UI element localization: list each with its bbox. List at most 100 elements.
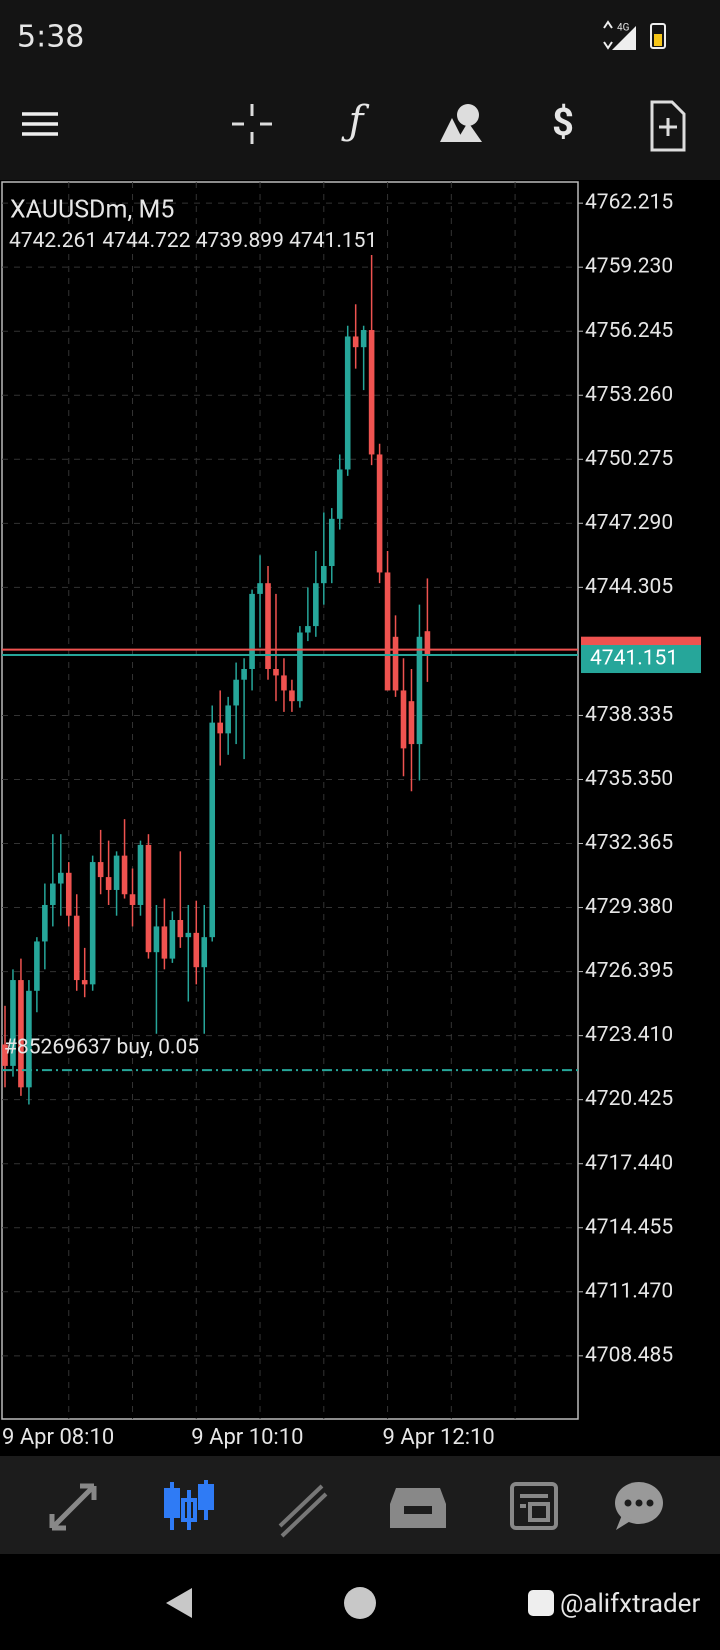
candle-body bbox=[121, 855, 128, 895]
top-bar bbox=[0, 0, 720, 180]
y-tick-label: 4762.215 bbox=[585, 191, 673, 215]
crosshair-button[interactable] bbox=[232, 104, 272, 144]
candle-body bbox=[265, 583, 271, 669]
candle-body bbox=[328, 518, 335, 567]
y-tick-label: 4735.350 bbox=[585, 767, 673, 791]
y-tick-label: 4714.455 bbox=[585, 1215, 673, 1239]
candle-body bbox=[97, 862, 104, 878]
candle-body bbox=[392, 636, 399, 691]
battery bbox=[650, 23, 666, 49]
y-tick-label: 4747.290 bbox=[585, 511, 673, 535]
candle-body bbox=[416, 636, 423, 745]
new-order-button[interactable] bbox=[650, 100, 686, 152]
candle-body bbox=[241, 668, 247, 680]
candle-body bbox=[344, 336, 351, 470]
candle-body bbox=[185, 932, 192, 938]
ohlc-line: 4742.261 4744.722 4739.899 4741.151 bbox=[9, 229, 377, 253]
bottom-nav bbox=[0, 1456, 720, 1554]
candle-body bbox=[89, 862, 96, 985]
nav-quotes[interactable] bbox=[49, 1483, 97, 1531]
back-button[interactable] bbox=[166, 1588, 192, 1618]
candle-body bbox=[352, 336, 359, 348]
trade-button[interactable]: $ bbox=[552, 101, 574, 145]
candle-body bbox=[10, 980, 16, 1066]
y-tick-label: 4711.470 bbox=[585, 1279, 673, 1303]
candle-body bbox=[57, 872, 64, 884]
candle-body bbox=[289, 690, 295, 702]
candle-body bbox=[201, 937, 208, 968]
order-label: #85269637 buy, 0.05 bbox=[4, 1036, 199, 1060]
y-tick-label: 4744.305 bbox=[585, 575, 673, 599]
candle-body bbox=[145, 844, 152, 953]
candle-body bbox=[26, 990, 32, 1088]
candle-body bbox=[408, 701, 415, 745]
candle-body bbox=[305, 626, 311, 633]
facebook-icon bbox=[528, 1590, 554, 1616]
chart-title: XAUUSDm, M5 bbox=[10, 196, 174, 225]
candle-body bbox=[321, 566, 327, 584]
nav-history[interactable] bbox=[390, 1488, 446, 1528]
y-tick-label: 4738.335 bbox=[585, 703, 673, 727]
candle-body bbox=[113, 855, 120, 890]
y-tick-label: 4759.230 bbox=[585, 255, 673, 279]
y-tick-label: 4720.425 bbox=[585, 1087, 673, 1111]
y-tick-label: 4732.365 bbox=[585, 831, 673, 855]
candle-body bbox=[2, 1044, 8, 1066]
status-time: 5:38 bbox=[17, 20, 84, 55]
candle-body bbox=[336, 469, 343, 519]
nav-trade[interactable] bbox=[278, 1484, 328, 1538]
y-tick-label: 4750.275 bbox=[585, 447, 673, 471]
candle-body bbox=[193, 932, 200, 968]
y-tick-label: 4723.410 bbox=[585, 1023, 673, 1047]
y-tick-label: 4726.395 bbox=[585, 959, 673, 983]
candle-body bbox=[360, 330, 367, 348]
plot: 4762.215 4759.230 4756.245 4753.260 4750.275… bbox=[2, 182, 673, 1419]
y-tick-label: 4717.440 bbox=[585, 1151, 673, 1175]
candle-body bbox=[281, 675, 287, 691]
ohlc-low: 4739.899 bbox=[196, 229, 284, 253]
candle-body bbox=[177, 919, 184, 938]
nav-chart[interactable] bbox=[164, 1480, 214, 1530]
candle-body bbox=[400, 690, 407, 749]
candle-body bbox=[376, 454, 383, 573]
nav-messages[interactable] bbox=[615, 1482, 663, 1530]
candle-body bbox=[161, 926, 168, 959]
signal-icon bbox=[612, 26, 636, 50]
home-button[interactable] bbox=[344, 1587, 376, 1619]
y-tick-label: 4753.260 bbox=[585, 383, 673, 407]
y-tick-label: 4756.245 bbox=[585, 319, 673, 343]
x-tick-label: 9 Apr 10:10 bbox=[191, 1425, 303, 1450]
ohlc-high: 4744.722 bbox=[102, 229, 190, 253]
candle-body bbox=[424, 631, 431, 656]
candle-body bbox=[42, 904, 48, 942]
objects-button[interactable] bbox=[440, 104, 482, 142]
chart-frame bbox=[1, 181, 579, 1420]
data-icon bbox=[603, 20, 613, 50]
bid-label: 4741.151 bbox=[590, 647, 678, 671]
menu-button[interactable] bbox=[22, 112, 58, 136]
x-tick-label: 9 Apr 08:10 bbox=[2, 1425, 114, 1450]
candle-body bbox=[297, 632, 303, 702]
candle-body bbox=[81, 980, 88, 985]
battery-level bbox=[654, 34, 662, 46]
candle-body bbox=[217, 722, 223, 734]
candle-body bbox=[153, 926, 160, 953]
candle-body bbox=[384, 572, 391, 691]
ohlc-open: 4742.261 bbox=[9, 229, 97, 253]
candle-body bbox=[209, 722, 216, 938]
y-tick-label: 4729.380 bbox=[585, 895, 673, 919]
watermark: @alifxtrader bbox=[560, 1589, 700, 1619]
y-tick-label: 4708.485 bbox=[585, 1343, 673, 1367]
candle-body bbox=[105, 877, 112, 890]
nav-news[interactable] bbox=[510, 1482, 558, 1530]
candle-body bbox=[50, 883, 56, 905]
ohlc-close: 4741.151 bbox=[289, 229, 377, 253]
candle-body bbox=[273, 668, 279, 676]
candle-body bbox=[368, 330, 375, 455]
candle-body bbox=[73, 915, 80, 981]
candle-body bbox=[257, 583, 263, 594]
candle-body bbox=[233, 679, 239, 706]
bid-box bbox=[581, 645, 701, 674]
candle-body bbox=[34, 941, 40, 991]
